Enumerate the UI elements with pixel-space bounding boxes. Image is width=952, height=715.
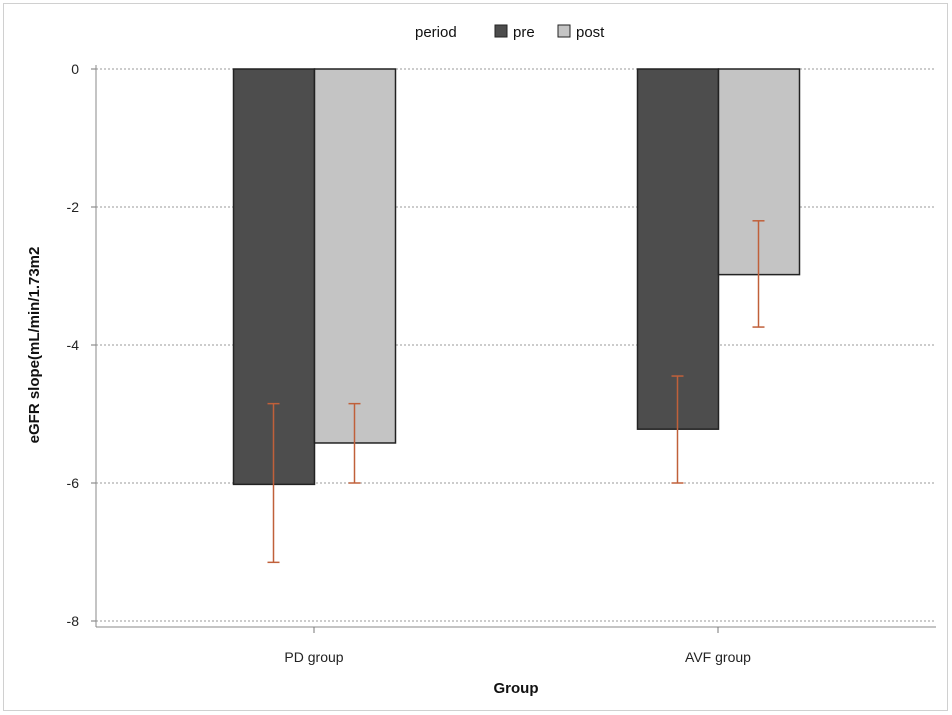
error-bars [267, 220, 765, 564]
legend: period pre post [415, 24, 605, 41]
y-tick-label: 0 [71, 61, 79, 77]
gridlines [96, 68, 936, 622]
y-tick-label: -2 [67, 199, 80, 215]
bar-pre [636, 68, 720, 430]
y-axis-title: eGFR slope(mL/min/1.73m2 [26, 247, 43, 444]
x-tick-label: AVF group [685, 649, 751, 665]
axes: 0 -2 -4 -6 -8 PD group AVF group [67, 61, 936, 665]
legend-label-post: post [576, 24, 605, 41]
x-axis-title: Group [494, 680, 539, 697]
x-tick-label: PD group [284, 649, 343, 665]
y-tick-label: -4 [67, 337, 80, 353]
bars [232, 68, 801, 486]
y-tick-label: -6 [67, 475, 80, 491]
legend-swatch-pre [494, 24, 508, 38]
legend-label-pre: pre [513, 24, 535, 41]
bar-post [313, 68, 397, 444]
y-tick-label: -8 [67, 613, 80, 629]
legend-swatch-post [557, 24, 571, 38]
legend-title: period [415, 24, 457, 41]
